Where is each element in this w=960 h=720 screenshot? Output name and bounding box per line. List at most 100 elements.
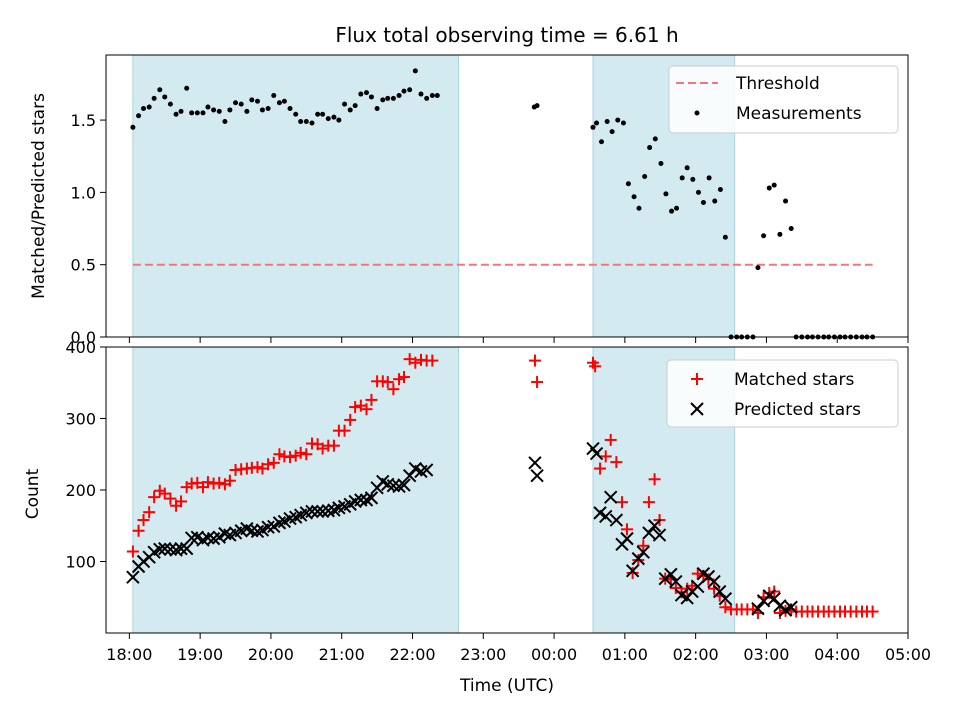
measurement-point xyxy=(205,104,211,110)
predicted-star-point xyxy=(751,601,765,616)
measurement-point xyxy=(761,233,767,239)
predicted-star-point xyxy=(784,600,798,614)
predicted-star-point xyxy=(305,504,319,519)
predicted-star-point xyxy=(250,524,265,539)
matched-star-point xyxy=(164,492,177,505)
measurement-point xyxy=(211,107,217,113)
y-tick-label: 1.0 xyxy=(71,183,96,202)
measurement-point xyxy=(783,198,789,204)
x-tick-label: 00:00 xyxy=(531,645,577,664)
measurement-point xyxy=(287,106,293,112)
x-tick-label: 03:00 xyxy=(743,645,789,664)
x-tick-label: 01:00 xyxy=(602,645,648,664)
top-legend: Threshold Measurements xyxy=(668,65,899,134)
predicted-star-point xyxy=(767,591,781,606)
predicted-star-point xyxy=(184,531,199,545)
measurement-point xyxy=(178,108,184,114)
legend-measurement-swatch xyxy=(694,110,700,116)
measurement-point xyxy=(631,194,637,200)
predicted-star-point xyxy=(397,478,411,492)
measurement-point xyxy=(669,208,675,214)
measurement-point xyxy=(249,97,255,103)
top-y-ticks: 0.0 0.5 1.0 1.5 xyxy=(71,111,106,347)
bottom-points xyxy=(126,353,879,619)
measurement-point xyxy=(342,101,348,107)
predicted-star-point xyxy=(603,490,618,504)
predicted-star-point xyxy=(669,574,683,589)
predicted-star-point xyxy=(169,543,183,557)
matched-star-point xyxy=(626,566,639,579)
predicted-star-point xyxy=(642,526,656,540)
matched-star-point xyxy=(284,451,297,464)
y-tick-label: 0.5 xyxy=(71,256,96,275)
predicted-star-point xyxy=(636,545,650,559)
measurement-point xyxy=(396,92,402,98)
matched-star-point xyxy=(604,433,617,446)
top-y-axis-label: Matched/Predicted stars xyxy=(29,93,49,299)
matched-star-point xyxy=(213,476,226,489)
matched-star-point xyxy=(616,496,629,509)
measurement-point xyxy=(146,104,152,110)
matched-star-point xyxy=(866,605,879,618)
measurement-point xyxy=(352,103,358,109)
predicted-star-point xyxy=(599,509,613,524)
predicted-star-point xyxy=(631,551,646,566)
predicted-star-point xyxy=(419,463,434,477)
measurement-point xyxy=(368,94,374,100)
measurement-point xyxy=(363,90,369,96)
measurement-point xyxy=(625,181,631,187)
predicted-star-point xyxy=(321,504,335,518)
y-tick-label: 100 xyxy=(65,553,96,572)
measurement-point xyxy=(238,101,244,107)
measurement-point xyxy=(194,110,200,116)
measurement-point xyxy=(227,107,233,113)
predicted-star-point xyxy=(201,531,215,545)
measurement-point xyxy=(151,95,157,101)
predicted-star-point xyxy=(625,564,640,578)
matched-star-point xyxy=(398,371,411,384)
x-tick-label: 18:00 xyxy=(106,645,152,664)
measurement-point xyxy=(434,92,440,98)
measurement-point xyxy=(534,103,540,109)
measurement-point xyxy=(336,117,342,123)
predicted-star-point xyxy=(163,542,178,557)
predicted-star-point xyxy=(153,542,167,557)
measurement-point xyxy=(293,111,299,117)
top-x-ticks xyxy=(128,337,909,343)
predicted-star-point xyxy=(245,524,259,538)
matched-star-point xyxy=(426,354,439,367)
predicted-star-point xyxy=(652,528,667,542)
predicted-star-point xyxy=(315,504,330,519)
measurement-point xyxy=(358,91,364,97)
x-tick-label: 23:00 xyxy=(460,645,506,664)
measurement-point xyxy=(788,226,794,232)
predicted-star-point xyxy=(691,579,705,594)
measurement-point xyxy=(684,165,690,171)
measurement-point xyxy=(652,136,658,142)
predicted-star-point xyxy=(386,479,401,493)
measurement-point xyxy=(615,117,621,123)
measurement-point xyxy=(412,68,418,74)
measurement-point xyxy=(380,97,386,103)
matched-star-point xyxy=(387,383,400,396)
measurement-point xyxy=(167,101,173,107)
measurement-point xyxy=(254,98,260,104)
matched-star-point xyxy=(137,514,150,527)
predicted-star-point xyxy=(680,591,694,605)
predicted-star-point xyxy=(218,526,232,541)
predicted-star-point xyxy=(589,446,604,461)
measurement-point xyxy=(717,186,723,192)
measurement-point xyxy=(407,87,413,93)
measurement-point xyxy=(162,94,168,100)
predicted-star-point xyxy=(713,584,727,599)
matched-star-point xyxy=(300,448,313,461)
matched-star-point xyxy=(365,393,378,406)
x-tick-label: 05:00 xyxy=(885,645,931,664)
predicted-star-point xyxy=(707,574,721,589)
matched-star-point xyxy=(594,462,607,475)
matched-star-point xyxy=(338,424,351,437)
x-tick-label: 22:00 xyxy=(389,645,435,664)
bottom-y-axis-label: Count xyxy=(23,468,43,519)
measurement-point xyxy=(244,108,250,114)
matched-star-point xyxy=(409,356,422,369)
